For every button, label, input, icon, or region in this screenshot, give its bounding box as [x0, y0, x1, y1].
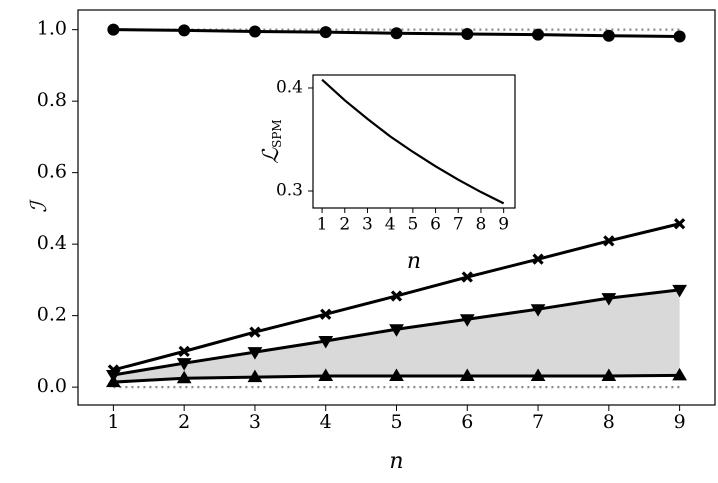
y-axis-label-sub: SPM: [270, 119, 284, 148]
y-axis-label: ℒSPM: [259, 119, 284, 163]
y-tick-label: 0.0: [37, 375, 67, 397]
marker: [673, 30, 686, 43]
x-tick-label: 4: [320, 411, 332, 433]
marker: [176, 370, 192, 384]
x-tick-label: 9: [498, 215, 509, 235]
marker: [178, 345, 190, 358]
marker: [459, 368, 475, 382]
marker: [602, 29, 615, 42]
marker: [390, 290, 403, 302]
x-tick-label: 6: [430, 215, 441, 235]
marker: [389, 368, 404, 382]
y-axis-label-main: ℒ: [259, 147, 284, 164]
y-tick-label: 0.4: [37, 232, 67, 254]
y-tick-label: 0.3: [276, 181, 303, 201]
marker: [247, 347, 263, 360]
y-tick-label: 1.0: [37, 18, 67, 40]
series-line: [321, 78, 505, 205]
marker: [672, 367, 687, 381]
marker: [601, 368, 617, 382]
x-tick-label: 2: [178, 411, 190, 433]
marker: [672, 284, 687, 298]
marker: [178, 24, 191, 37]
x-tick-label: 3: [249, 411, 261, 433]
x-tick-label: 6: [461, 411, 473, 433]
marker: [673, 218, 686, 230]
chart-panel: 1 2 3 4 5 6 7 8 9 0.3 0.4 n ℒSPM: [259, 74, 516, 274]
marker: [320, 308, 332, 320]
marker: [318, 336, 334, 349]
marker: [248, 25, 261, 38]
marker: [390, 27, 403, 40]
marker: [461, 271, 473, 283]
y-tick-label: 0.8: [37, 89, 67, 111]
marker: [461, 27, 474, 40]
y-tick-label: 0.4: [276, 77, 303, 97]
x-tick-label: 7: [532, 411, 544, 433]
marker: [530, 304, 546, 317]
x-tick-label: 4: [385, 215, 396, 235]
x-tick-label: 3: [362, 215, 373, 235]
x-tick-label: 5: [390, 411, 402, 433]
marker: [532, 28, 545, 41]
x-axis-label: n: [389, 449, 403, 474]
plot-background: [313, 75, 515, 208]
marker: [389, 324, 404, 337]
marker: [249, 326, 261, 338]
marker: [106, 374, 121, 388]
x-tick-label: 8: [476, 215, 487, 235]
y-tick-label: 0.2: [37, 304, 67, 326]
marker: [318, 368, 334, 382]
plot-frame: [312, 74, 516, 209]
marker: [247, 369, 263, 383]
x-tick-label: 2: [339, 215, 350, 235]
marker: [532, 253, 544, 265]
x-tick-label: 1: [317, 215, 328, 235]
x-tick-label: 1: [107, 411, 119, 433]
y-axis-label-main: ℐ: [27, 199, 52, 213]
x-tick-label: 7: [453, 215, 464, 235]
x-tick-label: 5: [407, 215, 418, 235]
marker: [319, 26, 332, 39]
marker: [107, 23, 120, 36]
x-axis-label: n: [407, 249, 421, 274]
marker: [459, 314, 475, 327]
y-tick-label: 0.6: [37, 161, 67, 183]
x-tick-label: 9: [674, 411, 686, 433]
marker: [530, 368, 546, 382]
y-axis-label: ℐ: [27, 199, 52, 213]
marker: [176, 358, 192, 371]
marker: [601, 293, 617, 306]
x-tick-label: 8: [603, 411, 615, 433]
marker: [603, 235, 615, 247]
